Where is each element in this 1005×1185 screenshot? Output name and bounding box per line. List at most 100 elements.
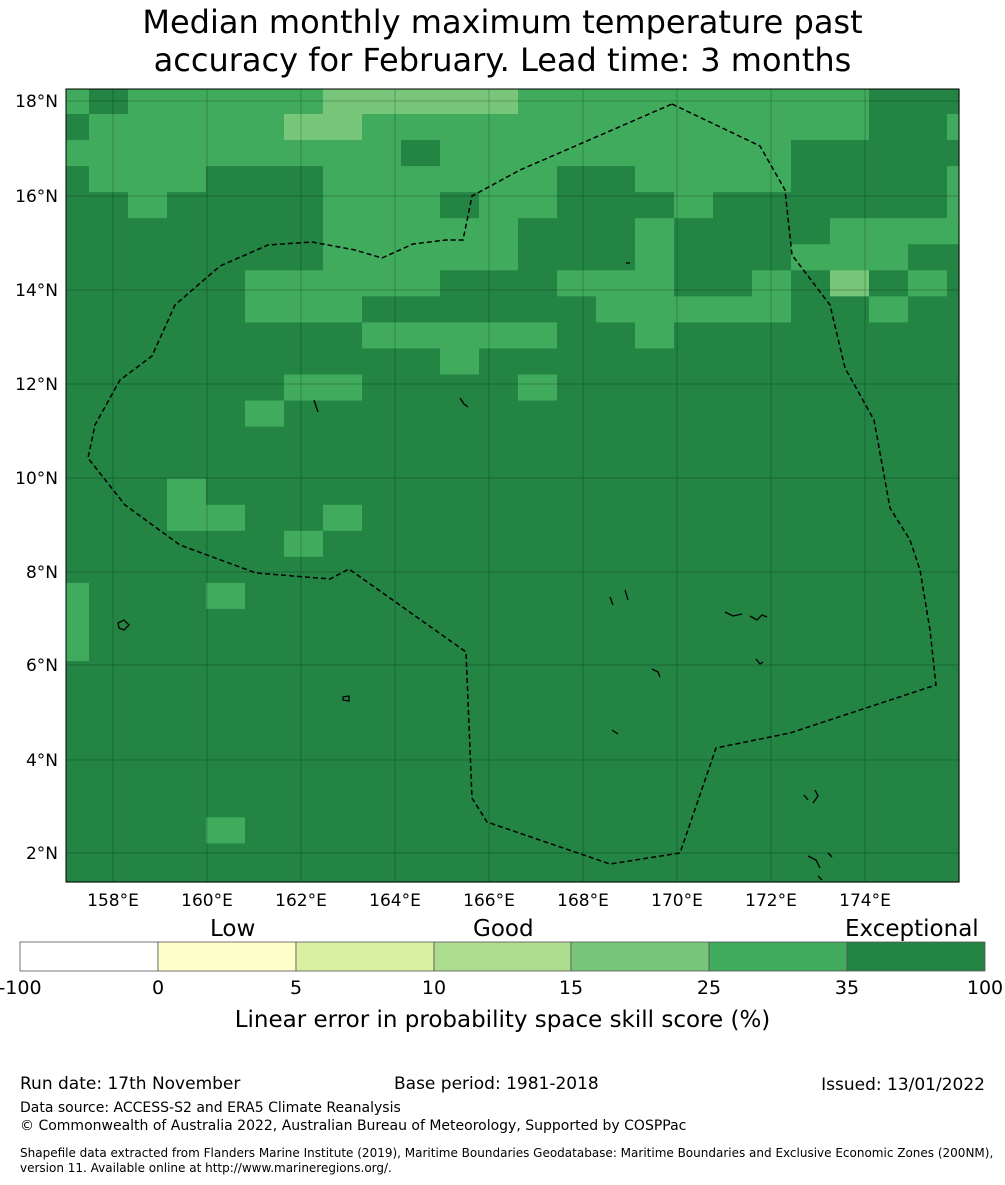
skill-cell (518, 89, 558, 115)
skill-cell (401, 843, 441, 871)
skill-cell (674, 140, 714, 167)
skill-cell (323, 114, 363, 141)
skill-cell (401, 192, 441, 219)
skill-cell (362, 166, 402, 193)
skill-cell (830, 400, 870, 428)
skill-cell (908, 270, 948, 297)
map-title-line-1: Median monthly maximum temperature past (142, 3, 863, 41)
skill-cell (518, 426, 558, 454)
skill-cell (791, 192, 831, 219)
skill-cell (674, 244, 714, 271)
skill-cell (362, 296, 402, 323)
latitude-label: 14°N (15, 281, 58, 301)
skill-cell (908, 635, 948, 662)
skill-cell (128, 478, 168, 506)
skill-cell (479, 374, 519, 402)
skill-cell (284, 89, 324, 115)
skill-cell (284, 166, 324, 193)
skill-cell (908, 791, 948, 818)
skill-cell (557, 114, 597, 141)
skill-cell (401, 89, 441, 115)
skill-cell (830, 89, 870, 115)
colorbar-segment (570, 941, 710, 972)
skill-cell (674, 322, 714, 350)
skill-cell (674, 608, 714, 636)
skill-cell (791, 348, 831, 376)
skill-cell (362, 817, 402, 844)
skill-cell (830, 218, 870, 245)
skill-cell (947, 426, 960, 454)
skill-cell (596, 843, 636, 871)
skill-cell (713, 504, 753, 532)
skill-cell (479, 478, 519, 506)
skill-cell (206, 608, 246, 636)
skill-cell (674, 530, 714, 558)
skill-cell (518, 114, 558, 141)
skill-cell (66, 270, 90, 297)
skill-cell (128, 244, 168, 271)
skill-cell (89, 582, 129, 610)
skill-cell (947, 296, 960, 323)
skill-cell (245, 270, 285, 297)
skill-cell (596, 89, 636, 115)
skill-cell (479, 452, 519, 480)
skill-cell (440, 114, 480, 141)
skill-cell (323, 478, 363, 506)
skill-cell (89, 635, 129, 662)
skill-cell (908, 192, 948, 219)
skill-cell (752, 348, 792, 376)
skill-cell (284, 817, 324, 844)
skill-cell (947, 582, 960, 610)
skill-cell (908, 140, 948, 167)
skill-cell (908, 817, 948, 844)
skill-cell (791, 270, 831, 297)
skill-cell (518, 192, 558, 219)
skill-cell (713, 348, 753, 376)
skill-cell (908, 504, 948, 532)
skill-cell (479, 713, 519, 740)
skill-cell (557, 765, 597, 792)
colorbar-tick-label: 15 (558, 977, 584, 999)
skill-cell (401, 661, 441, 688)
skill-cell (869, 192, 909, 219)
skill-cell (245, 322, 285, 350)
skill-cell (596, 348, 636, 376)
skill-cell (245, 452, 285, 480)
skill-cell (284, 713, 324, 740)
latitude-label: 10°N (15, 469, 58, 489)
skill-cell (713, 843, 753, 871)
skill-cell (206, 218, 246, 245)
skill-cell (518, 452, 558, 480)
skill-cell (89, 296, 129, 323)
skill-cell (66, 843, 90, 871)
skill-cell (557, 322, 597, 350)
skill-cell (830, 635, 870, 662)
skill-cell (752, 296, 792, 323)
skill-cell (713, 556, 753, 584)
skill-cell (89, 791, 129, 818)
skill-cell (66, 582, 90, 610)
skill-cell (869, 89, 909, 115)
skill-cell (752, 89, 792, 115)
skill-cell (479, 765, 519, 792)
skill-cell (674, 556, 714, 584)
skill-cell (596, 426, 636, 454)
skill-cell (791, 114, 831, 141)
skill-cell (66, 166, 90, 193)
skill-cell (245, 140, 285, 167)
skill-cell (206, 713, 246, 740)
skill-cell (206, 322, 246, 350)
skill-cell (830, 296, 870, 323)
skill-cell (362, 504, 402, 532)
skill-cell (128, 192, 168, 219)
skill-cell (791, 89, 831, 115)
skill-cell (791, 661, 831, 688)
skill-cell (362, 452, 402, 480)
skill-cell (323, 374, 363, 402)
skill-cell (869, 843, 909, 871)
skill-cell (674, 504, 714, 532)
skill-cell (479, 608, 519, 636)
skill-cell (66, 452, 90, 480)
skill-cell (596, 166, 636, 193)
skill-cell (713, 426, 753, 454)
